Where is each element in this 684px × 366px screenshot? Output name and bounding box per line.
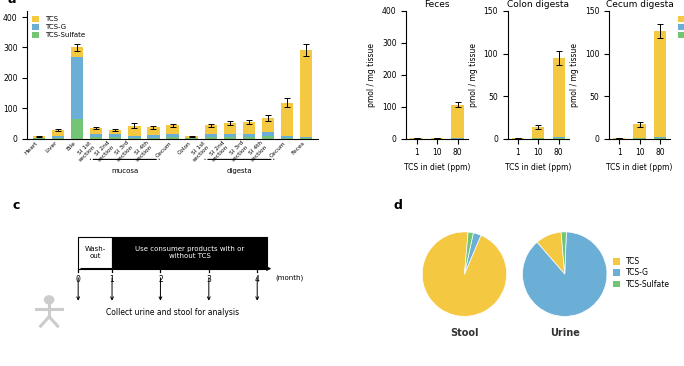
Title: Feces: Feces xyxy=(424,0,450,9)
Bar xyxy=(300,137,313,138)
Bar xyxy=(205,137,217,139)
Bar xyxy=(281,138,293,139)
Y-axis label: pmol / mg tissue: pmol / mg tissue xyxy=(469,43,478,107)
Text: a: a xyxy=(7,0,16,6)
Text: digesta: digesta xyxy=(226,168,252,173)
Bar xyxy=(109,134,122,137)
Bar xyxy=(553,58,565,138)
Bar xyxy=(243,122,255,134)
Bar xyxy=(654,138,666,139)
Text: (month): (month) xyxy=(276,274,304,281)
Title: Cecum digesta: Cecum digesta xyxy=(606,0,674,9)
X-axis label: TCS in diet (ppm): TCS in diet (ppm) xyxy=(404,163,471,172)
Text: d: d xyxy=(393,199,402,212)
Text: 3: 3 xyxy=(207,274,211,284)
Y-axis label: pmol / mg tissue: pmol / mg tissue xyxy=(570,43,579,107)
Bar xyxy=(431,138,443,139)
Legend: TCS, TCS-G, TCS-Sulfate: TCS, TCS-G, TCS-Sulfate xyxy=(677,14,684,40)
Bar xyxy=(147,135,159,138)
Text: 0: 0 xyxy=(76,274,81,284)
Bar xyxy=(90,134,103,137)
Bar xyxy=(532,127,544,138)
Bar xyxy=(71,119,83,139)
Legend: TCS, TCS-G, TCS-Sulfate: TCS, TCS-G, TCS-Sulfate xyxy=(31,14,86,40)
Bar xyxy=(262,132,274,136)
Bar xyxy=(128,126,140,136)
X-axis label: TCS in diet (ppm): TCS in diet (ppm) xyxy=(505,163,572,172)
Bar xyxy=(224,134,236,137)
Bar xyxy=(71,48,83,57)
Bar xyxy=(512,138,524,139)
Bar xyxy=(166,137,179,139)
Bar xyxy=(262,136,274,139)
Bar xyxy=(109,137,122,139)
Title: Colon digesta: Colon digesta xyxy=(508,0,569,9)
Bar xyxy=(553,138,565,139)
Bar xyxy=(147,138,159,139)
Bar xyxy=(147,127,159,135)
Bar xyxy=(78,237,112,269)
Bar xyxy=(300,138,313,139)
Bar xyxy=(262,118,274,132)
X-axis label: TCS in diet (ppm): TCS in diet (ppm) xyxy=(607,163,673,172)
Bar xyxy=(205,125,217,134)
Bar xyxy=(166,125,179,134)
Bar xyxy=(52,138,64,139)
Bar xyxy=(300,50,313,137)
Bar xyxy=(224,137,236,139)
Bar xyxy=(243,137,255,139)
Text: Collect urine and stool for analysis: Collect urine and stool for analysis xyxy=(106,308,239,317)
Bar xyxy=(613,138,625,139)
Bar xyxy=(224,123,236,134)
Y-axis label: pmol / mg tissue: pmol / mg tissue xyxy=(367,43,376,107)
Bar xyxy=(128,136,140,138)
Bar xyxy=(112,237,267,269)
Bar xyxy=(451,105,464,138)
Text: Wash-
out: Wash- out xyxy=(85,246,106,259)
Bar xyxy=(109,130,122,134)
Bar xyxy=(205,134,217,137)
Bar xyxy=(90,128,103,134)
Text: mucosa: mucosa xyxy=(111,168,138,173)
Bar xyxy=(33,136,45,138)
Text: Use consumer products with or
without TCS: Use consumer products with or without TC… xyxy=(135,246,244,259)
Bar xyxy=(281,136,293,138)
Circle shape xyxy=(44,295,55,305)
Text: c: c xyxy=(13,199,21,212)
Text: 1: 1 xyxy=(109,274,114,284)
Bar xyxy=(633,124,646,138)
Bar xyxy=(281,103,293,136)
Bar xyxy=(90,137,103,139)
Bar xyxy=(71,57,83,119)
Bar xyxy=(166,134,179,137)
Text: 2: 2 xyxy=(158,274,163,284)
Bar xyxy=(128,138,140,139)
Bar xyxy=(185,136,198,138)
Text: 4: 4 xyxy=(254,274,260,284)
Legend: TCS, TCS-G, TCS-Sulfate: TCS, TCS-G, TCS-Sulfate xyxy=(611,255,672,290)
Bar xyxy=(52,136,64,138)
Bar xyxy=(52,130,64,136)
Bar xyxy=(243,134,255,137)
Bar xyxy=(654,31,666,138)
